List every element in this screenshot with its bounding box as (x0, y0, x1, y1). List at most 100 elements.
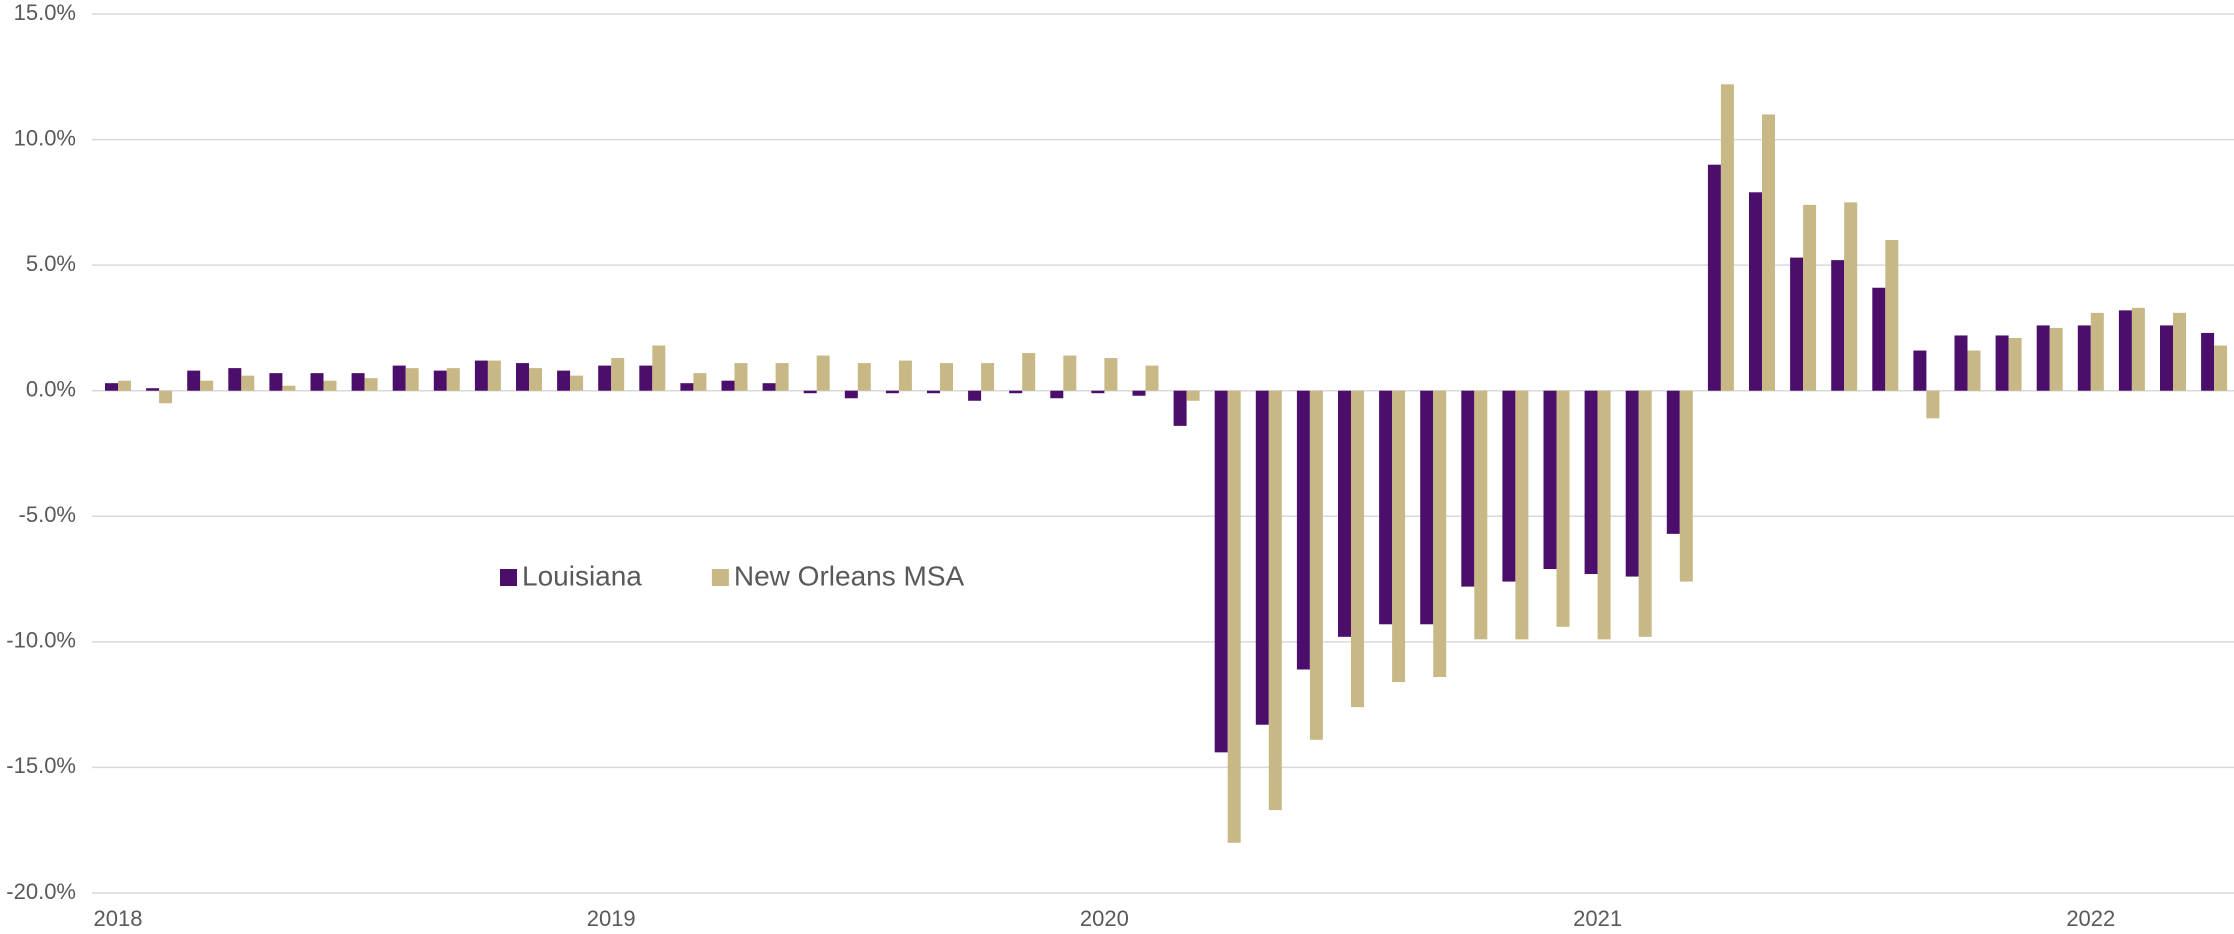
bar (2008, 337, 2022, 391)
bar (1104, 358, 1118, 391)
x-tick-label: 2021 (1573, 906, 1622, 931)
y-tick-label: 5.0% (26, 251, 76, 276)
bar (474, 360, 488, 391)
bar (392, 365, 406, 391)
bar (1091, 390, 1105, 394)
bar (433, 370, 447, 391)
bar (1597, 390, 1611, 640)
bar (105, 383, 118, 391)
bar (1762, 114, 1775, 391)
bar (1433, 390, 1447, 678)
bar (1227, 390, 1241, 843)
bar (200, 380, 214, 391)
bar (1666, 390, 1680, 534)
bar (1255, 390, 1269, 725)
bar (2201, 332, 2215, 391)
bar (1707, 164, 1721, 391)
bar (775, 363, 789, 391)
y-tick-label: 0.0% (26, 377, 76, 402)
bar (1556, 390, 1570, 627)
bar (857, 363, 871, 391)
bar (1050, 390, 1064, 399)
bar (1913, 350, 1927, 391)
bar (1638, 390, 1652, 637)
bar (1844, 202, 1858, 391)
bar (816, 355, 830, 391)
bar (364, 378, 378, 391)
bar (1720, 84, 1734, 391)
bar (940, 363, 953, 391)
bar (323, 380, 337, 391)
bar (1296, 390, 1310, 670)
bar (885, 390, 899, 394)
bar (2160, 325, 2173, 391)
bar (118, 380, 131, 391)
bar (611, 358, 625, 391)
bar (1954, 335, 1968, 391)
bar (1995, 335, 2009, 391)
bar (1145, 365, 1159, 391)
bar (981, 363, 995, 391)
bar (639, 365, 653, 391)
bar (1392, 390, 1406, 683)
bar (1803, 204, 1817, 391)
bar (2214, 345, 2228, 391)
bar (146, 388, 160, 391)
bar (241, 375, 255, 391)
bar (1461, 390, 1475, 587)
bar (487, 360, 501, 391)
bar (310, 373, 324, 391)
y-tick-label: -20.0% (6, 879, 76, 904)
bar (693, 373, 707, 391)
x-tick-label: 2018 (94, 906, 143, 931)
bar (2077, 325, 2091, 391)
bar (598, 365, 612, 391)
bar (1967, 350, 1981, 391)
bar (1502, 390, 1516, 582)
legend-label: Louisiana (522, 560, 642, 591)
bar (1790, 257, 1804, 391)
bar (1831, 260, 1845, 391)
bar (2090, 312, 2104, 391)
legend-swatch (711, 569, 729, 586)
bar (1022, 353, 1036, 391)
bar (446, 368, 460, 391)
bar (844, 390, 858, 399)
bar (1309, 390, 1323, 740)
bar (570, 375, 584, 391)
bar (2118, 310, 2132, 391)
bar (1063, 355, 1077, 391)
bar (803, 390, 817, 394)
bar (898, 360, 912, 391)
bar (680, 383, 694, 391)
y-tick-label: 10.0% (14, 125, 76, 150)
bar (405, 368, 419, 391)
bar (1173, 390, 1187, 426)
x-tick-label: 2022 (2066, 906, 2115, 931)
bar (1885, 240, 1899, 391)
bar (516, 363, 529, 391)
bar (734, 363, 748, 391)
bar (1749, 192, 1762, 391)
bar (1351, 390, 1364, 708)
x-tick-label: 2020 (1080, 906, 1129, 931)
bar (1926, 390, 1940, 419)
bar (1625, 390, 1639, 577)
bar (351, 373, 365, 391)
bar (652, 345, 666, 391)
bar (1515, 390, 1529, 640)
bar (1543, 390, 1557, 570)
y-tick-label: -5.0% (19, 502, 76, 527)
bar (1379, 390, 1393, 625)
bar (1679, 390, 1693, 582)
bar (1338, 390, 1351, 637)
bar (2049, 327, 2063, 391)
bar (762, 383, 776, 391)
bar (159, 390, 173, 404)
legend-swatch (500, 569, 517, 586)
bar (557, 370, 571, 391)
y-tick-label: 15.0% (14, 0, 76, 25)
bar (1420, 390, 1434, 625)
legend-label: New Orleans MSA (734, 560, 965, 591)
